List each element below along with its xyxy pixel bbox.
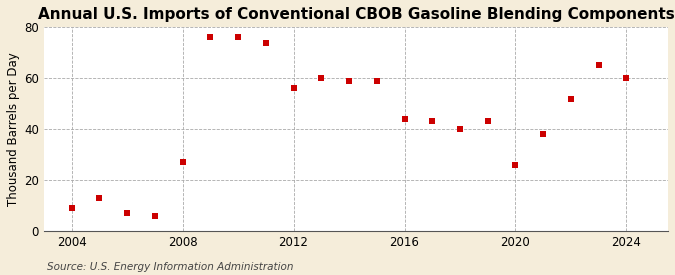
Point <box>205 35 216 40</box>
Point <box>344 79 354 83</box>
Point <box>66 206 77 210</box>
Title: Annual U.S. Imports of Conventional CBOB Gasoline Blending Components: Annual U.S. Imports of Conventional CBOB… <box>38 7 674 22</box>
Text: Source: U.S. Energy Information Administration: Source: U.S. Energy Information Administ… <box>47 262 294 272</box>
Point <box>316 76 327 80</box>
Point <box>454 127 465 131</box>
Point <box>483 119 493 124</box>
Y-axis label: Thousand Barrels per Day: Thousand Barrels per Day <box>7 52 20 206</box>
Point <box>510 163 521 167</box>
Point <box>122 211 132 215</box>
Point <box>427 119 437 124</box>
Point <box>621 76 632 80</box>
Point <box>261 40 271 45</box>
Point <box>177 160 188 164</box>
Point <box>538 132 549 136</box>
Point <box>233 35 244 40</box>
Point <box>94 196 105 200</box>
Point <box>566 96 576 101</box>
Point <box>593 63 604 68</box>
Point <box>288 86 299 90</box>
Point <box>371 79 382 83</box>
Point <box>149 213 160 218</box>
Point <box>399 117 410 121</box>
